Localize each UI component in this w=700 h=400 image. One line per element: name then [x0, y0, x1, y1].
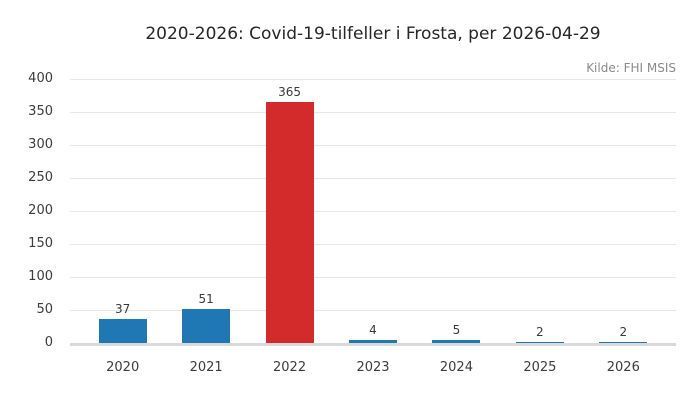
gridline-100 [70, 277, 676, 278]
y-tick-label-350: 350 [28, 104, 53, 119]
x-tick-label-2026: 2026 [606, 360, 640, 375]
x-tick-label-2020: 2020 [106, 360, 140, 375]
bar-value-label-2023: 4 [369, 323, 377, 338]
gridline-150 [70, 244, 676, 245]
bar-value-label-2025: 2 [536, 324, 544, 339]
x-tick-label-2024: 2024 [439, 360, 473, 375]
x-tick-label-2021: 2021 [189, 360, 223, 375]
gridline-250 [70, 178, 676, 179]
bar-2022 [265, 102, 314, 343]
bar-value-label-2024: 5 [452, 322, 461, 337]
gridline-400 [70, 79, 676, 80]
source-note: Kilde: FHI MSIS [586, 61, 676, 75]
bar-2023 [349, 340, 397, 343]
gridline-200 [70, 211, 676, 212]
bar-2026 [599, 341, 648, 343]
bar-2024 [432, 339, 481, 343]
y-tick-label-100: 100 [28, 269, 53, 284]
x-axis-line [70, 343, 676, 346]
y-tick-label-200: 200 [28, 203, 53, 218]
bar-value-label-2022: 365 [278, 85, 302, 100]
y-tick-label-400: 400 [28, 71, 53, 86]
gridline-50 [70, 310, 676, 311]
x-tick-label-2022: 2022 [273, 360, 307, 375]
y-tick-label-250: 250 [28, 170, 53, 185]
bar-value-label-2026: 2 [619, 324, 628, 339]
y-tick-label-300: 300 [28, 137, 53, 152]
x-tick-label-2025: 2025 [523, 360, 557, 375]
y-tick-label-0: 0 [44, 335, 53, 350]
bar-2025 [515, 341, 564, 343]
bar-value-label-2020: 37 [115, 301, 131, 316]
y-tick-label-150: 150 [28, 236, 53, 251]
chart-title: 2020-2026: Covid-19-tilfeller i Frosta, … [145, 24, 601, 44]
x-tick-label-2023: 2023 [356, 360, 390, 375]
bar-2021 [182, 309, 231, 343]
bar-value-label-2021: 51 [198, 292, 214, 307]
y-tick-label-50: 50 [36, 302, 53, 317]
gridline-300 [70, 145, 676, 146]
gridline-350 [70, 112, 676, 113]
bar-2020 [98, 318, 147, 343]
